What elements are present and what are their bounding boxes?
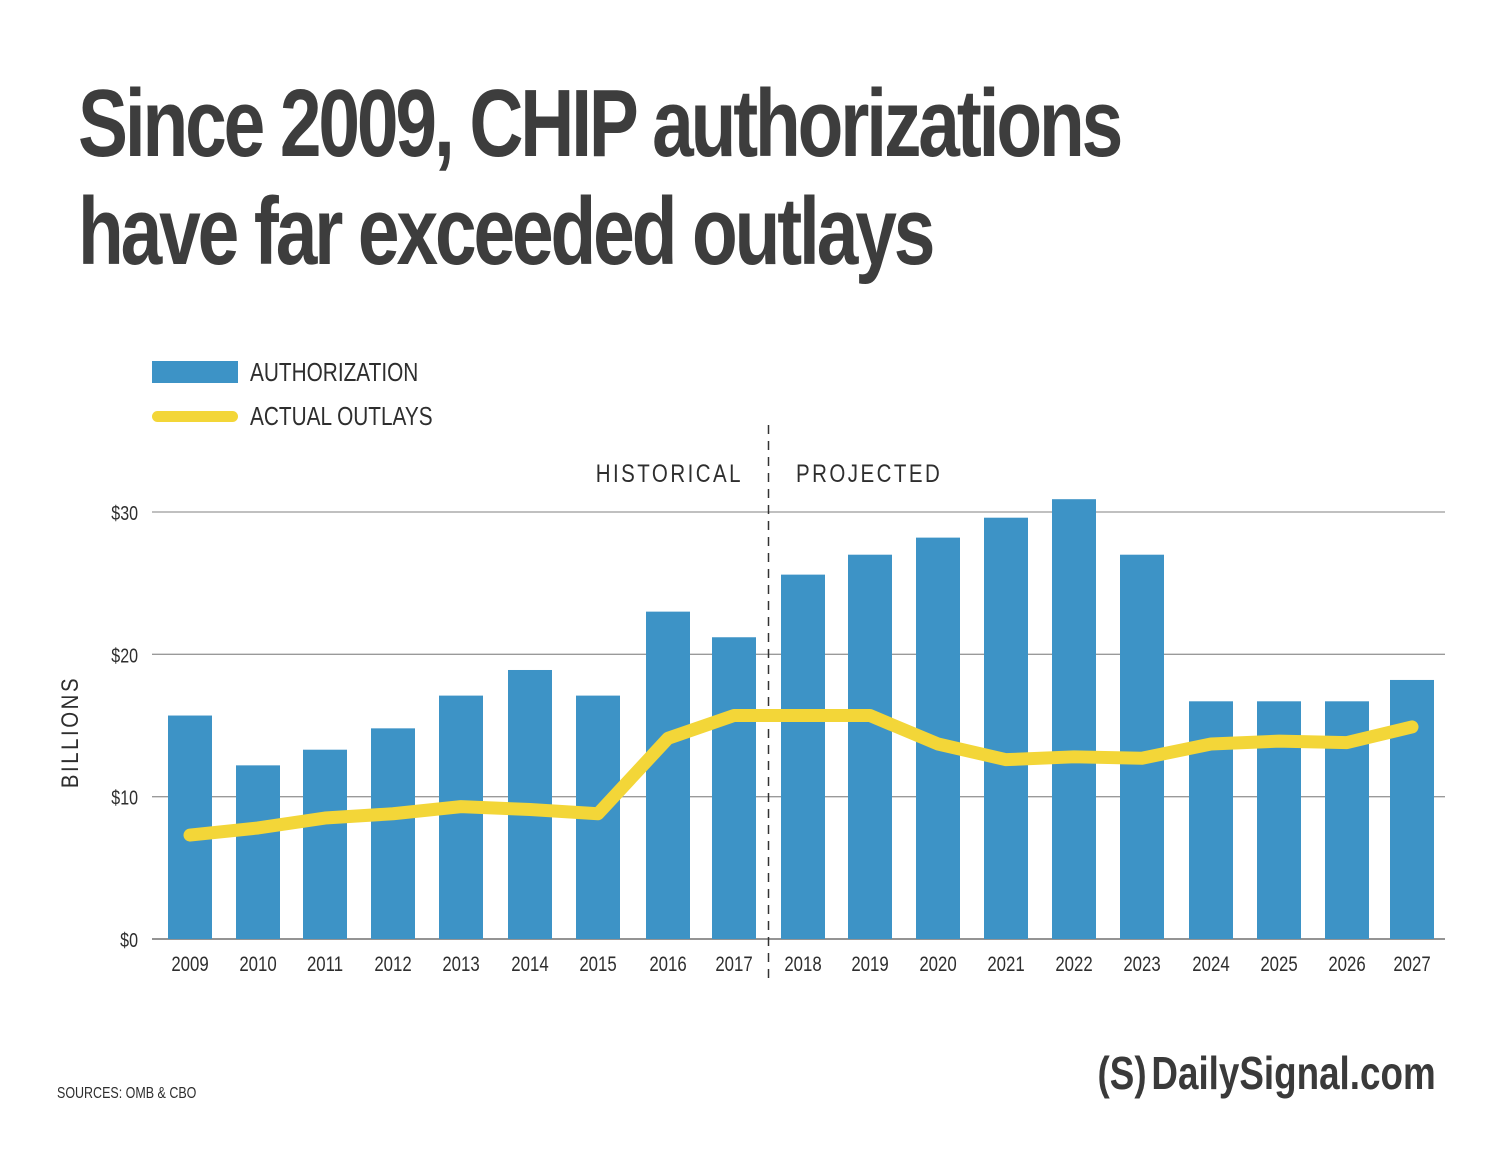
x-tick-label: 2009: [171, 953, 208, 976]
bar-2023: [1120, 554, 1164, 939]
x-tick-label: 2027: [1393, 953, 1430, 976]
x-tick-label: 2026: [1328, 953, 1365, 976]
x-tick-label: 2014: [511, 953, 549, 976]
bar-2016: [646, 611, 690, 939]
x-tick-label: 2010: [239, 953, 276, 976]
x-tick-label: 2024: [1192, 953, 1230, 976]
x-tick-label: 2020: [919, 953, 956, 976]
legend-item-authorization: AUTHORIZATION: [152, 350, 478, 394]
outlays-line: [183, 709, 1419, 842]
x-tick-label: 2015: [579, 953, 616, 976]
x-tick-label: 2025: [1260, 953, 1297, 976]
chart-title: Since 2009, CHIP authorizations have far…: [78, 70, 1123, 286]
y-tick-label: $10: [111, 787, 138, 809]
legend-swatch-line: [152, 410, 238, 422]
legend-label-authorization: AUTHORIZATION: [250, 356, 419, 387]
x-tick-label: 2018: [784, 953, 821, 976]
title-line-1: Since 2009, CHIP authorizations: [78, 70, 1123, 177]
brand-name: DailySignal.com: [1151, 1047, 1436, 1099]
legend-item-outlays: ACTUAL OUTLAYS: [152, 394, 478, 438]
x-tick-label: 2017: [715, 953, 752, 976]
y-tick-label: $0: [120, 929, 138, 951]
bars: [168, 499, 1434, 939]
title-line-2: have far exceeded outlays: [78, 178, 935, 285]
bar-2013: [439, 695, 483, 939]
legend-label-outlays: ACTUAL OUTLAYS: [250, 400, 433, 431]
y-axis-label: BILLIONS: [56, 676, 83, 788]
bar-2027: [1390, 679, 1434, 939]
y-tick-labels: $0 $10 $20 $30: [111, 502, 138, 951]
brand-logo: (S) DailySignal.com: [1098, 1046, 1436, 1100]
legend: AUTHORIZATION ACTUAL OUTLAYS: [152, 350, 478, 438]
x-tick-labels: 2009 2010 2011 2012 2013 2014 2015 2016 2017 2018…: [171, 953, 1430, 976]
x-tick-label: 2016: [649, 953, 686, 976]
annotation-projected: PROJECTED: [796, 459, 942, 487]
x-tick-label: 2021: [987, 953, 1024, 976]
bar-2021: [984, 517, 1028, 939]
sources-note: SOURCES: OMB & CBO: [57, 1085, 197, 1102]
bar-2019: [848, 554, 892, 939]
annotation-historical: HISTORICAL: [596, 459, 743, 487]
bar-2022: [1052, 499, 1096, 939]
bar-2010: [236, 765, 280, 939]
x-tick-label: 2019: [851, 953, 888, 976]
annotations: HISTORICAL PROJECTED: [596, 459, 942, 487]
x-tick-label: 2013: [442, 953, 479, 976]
legend-swatch-bar: [152, 361, 238, 383]
x-tick-label: 2022: [1055, 953, 1092, 976]
bar-2017: [712, 637, 756, 939]
bar-2012: [371, 728, 415, 939]
signal-logo-icon: (S): [1097, 1047, 1147, 1099]
y-tick-label: $20: [111, 645, 138, 667]
y-tick-label: $30: [111, 502, 138, 524]
x-tick-label: 2023: [1123, 953, 1160, 976]
bar-2011: [303, 749, 347, 939]
x-tick-label: 2011: [307, 953, 343, 976]
x-tick-label: 2012: [374, 953, 411, 976]
bar-2018: [781, 574, 825, 939]
